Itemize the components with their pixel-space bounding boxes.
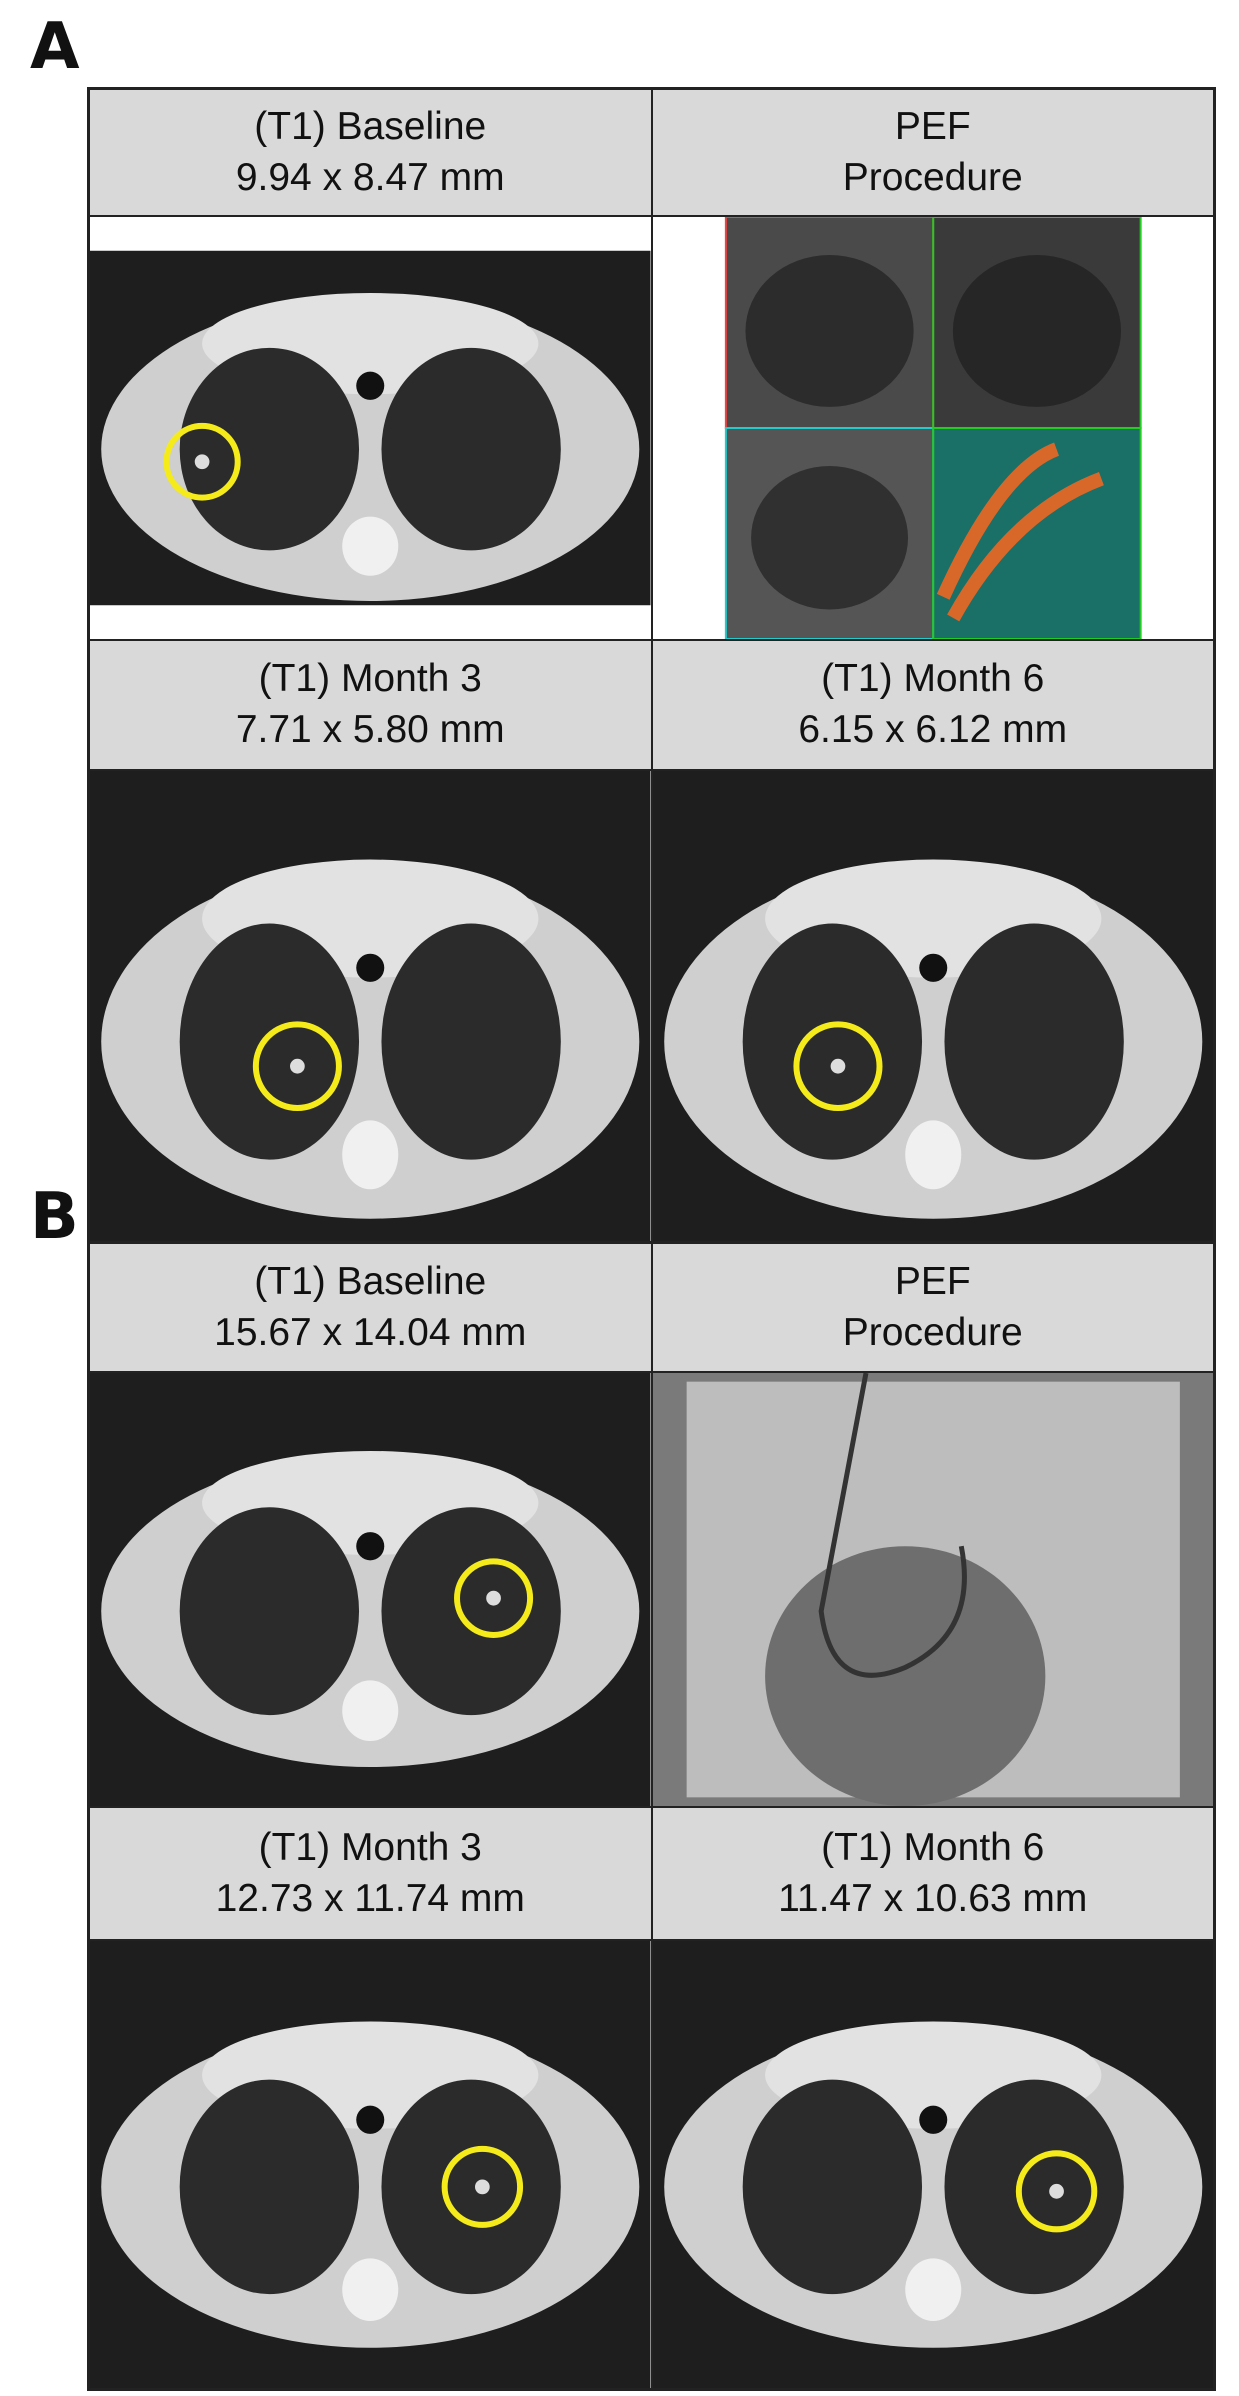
- header-line: 12.73 x 11.74 mm: [215, 1876, 525, 1920]
- figure-cell: (T1) Month 6 6.15 x 6.12 mm: [651, 640, 1214, 1264]
- ct-shape: [194, 454, 210, 470]
- header-line: (T1) Month 3: [258, 1825, 482, 1869]
- ct-shape: [252, 1021, 342, 1112]
- ct-shape: [342, 1680, 399, 1742]
- figure-cell: PEF Procedure: [651, 1243, 1214, 1807]
- cell-header: (T1) Month 6 11.47 x 10.63 mm: [652, 1808, 1213, 1941]
- ct-shape: [454, 1558, 534, 1638]
- ct-shape: [381, 923, 561, 1160]
- header-line: 9.94 x 8.47 mm: [235, 155, 505, 199]
- ct-shape: [742, 923, 922, 1160]
- cell-image: [90, 771, 651, 1263]
- ct-shape: [904, 1120, 961, 1190]
- figure-cell: (T1) Baseline 9.94 x 8.47 mm: [89, 89, 652, 640]
- ct-shape: [290, 1058, 305, 1074]
- ct-shape: [918, 2105, 947, 2134]
- scan-image: [90, 1941, 651, 2388]
- pef-view: [952, 254, 1121, 407]
- scan-image: [90, 217, 651, 639]
- fluoro-view: [818, 1373, 967, 1678]
- cell-header: (T1) Month 3 7.71 x 5.80 mm: [90, 641, 651, 771]
- cell-header: (T1) Baseline 9.94 x 8.47 mm: [90, 90, 651, 217]
- scan-image: [652, 217, 1213, 639]
- header-line: (T1) Month 3: [258, 657, 482, 701]
- header-line: 11.47 x 10.63 mm: [778, 1876, 1088, 1920]
- ct-shape: [356, 2105, 385, 2134]
- cell-image: [652, 217, 1213, 639]
- ct-shape: [179, 347, 360, 551]
- ct-shape: [742, 2079, 922, 2295]
- pef-view: [936, 442, 1104, 622]
- ct-shape: [1015, 2150, 1097, 2233]
- pef-view: [744, 254, 914, 407]
- scan-image: [652, 1941, 1213, 2388]
- ct-shape: [918, 953, 947, 982]
- cell-image: [652, 1941, 1213, 2388]
- panel-label: A: [30, 10, 80, 84]
- ct-shape: [381, 347, 561, 551]
- ct-shape: [356, 371, 385, 400]
- ct-shape: [1048, 2183, 1064, 2199]
- header-line: 6.15 x 6.12 mm: [798, 708, 1068, 751]
- header-line: (T1) Baseline: [254, 1259, 487, 1303]
- scan-image: [652, 771, 1213, 1263]
- header-line: 15.67 x 14.04 mm: [214, 1310, 527, 1354]
- ct-shape: [830, 1058, 845, 1074]
- ct-shape: [486, 1590, 501, 1606]
- ct-shape: [179, 2079, 360, 2295]
- cell-image: [652, 771, 1213, 1263]
- figure-cell: (T1) Baseline 15.67 x 14.04 mm: [89, 1243, 652, 1807]
- pef-view: [750, 465, 908, 610]
- cell-header: (T1) Month 3 12.73 x 11.74 mm: [90, 1808, 651, 1941]
- panel-grid: (T1) Baseline 15.67 x 14.04 mm PEF Procedur…: [87, 1241, 1216, 2391]
- cell-image: [90, 1373, 651, 1806]
- ct-shape: [381, 2079, 561, 2295]
- header-line: 7.71 x 5.80 mm: [235, 708, 505, 751]
- header-line: PEF: [894, 1259, 971, 1303]
- ct-shape: [342, 1120, 399, 1190]
- ct-shape: [904, 2258, 961, 2321]
- ct-shape: [356, 1532, 385, 1561]
- ct-shape: [381, 1507, 561, 1716]
- ct-shape: [792, 1021, 882, 1112]
- header-line: (T1) Month 6: [821, 1825, 1045, 1869]
- cell-header: PEF Procedure: [652, 90, 1213, 217]
- ct-shape: [356, 953, 385, 982]
- fluoro-view: [764, 1546, 1045, 1806]
- header-line: PEF: [894, 104, 971, 148]
- panel-label: B: [30, 1180, 79, 1254]
- scan-image: [90, 771, 651, 1263]
- ct-shape: [342, 516, 399, 576]
- panel-grid: (T1) Baseline 9.94 x 8.47 mm PEF Procedure (…: [87, 87, 1216, 1266]
- header-line: (T1) Month 6: [821, 657, 1045, 701]
- ct-shape: [474, 2179, 490, 2195]
- figure-cell: (T1) Month 6 11.47 x 10.63 mm: [651, 1807, 1214, 2389]
- header-line: (T1) Baseline: [254, 104, 487, 148]
- ct-shape: [179, 923, 360, 1160]
- cell-image: [652, 1373, 1213, 1806]
- ct-shape: [943, 2079, 1124, 2295]
- cell-image: [90, 217, 651, 639]
- scan-image: [652, 1373, 1213, 1806]
- cell-header: PEF Procedure: [652, 1244, 1213, 1373]
- header-line: Procedure: [842, 1310, 1023, 1354]
- cell-header: (T1) Month 6 6.15 x 6.12 mm: [652, 641, 1213, 771]
- ct-shape: [342, 2258, 399, 2321]
- ct-shape: [441, 2145, 524, 2228]
- cell-header: (T1) Baseline 15.67 x 14.04 mm: [90, 1244, 651, 1373]
- ct-shape: [943, 923, 1124, 1160]
- scan-image: [90, 1373, 651, 1806]
- header-line: Procedure: [842, 155, 1023, 199]
- ct-shape: [179, 1507, 360, 1716]
- ct-shape: [163, 422, 241, 501]
- cell-image: [90, 1941, 651, 2388]
- figure-cell: (T1) Month 3 7.71 x 5.80 mm: [89, 640, 652, 1264]
- figure-cell: PEF Procedure: [651, 89, 1214, 640]
- figure-cell: (T1) Month 3 12.73 x 11.74 mm: [89, 1807, 652, 2389]
